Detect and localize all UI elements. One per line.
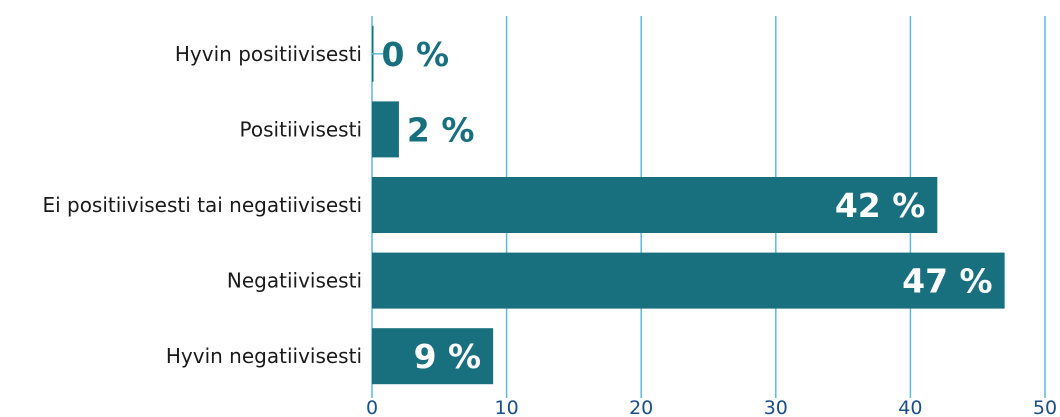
bar (372, 101, 399, 158)
data-labels: 0 % 2 % 42 % 47 % 9 % (382, 35, 993, 376)
data-label: 0 % (382, 35, 450, 74)
bars (372, 25, 1005, 385)
bar (372, 252, 1005, 309)
x-tick-label: 0 (366, 397, 378, 417)
data-label: 9 % (414, 337, 482, 376)
x-tick-label: 40 (898, 397, 922, 417)
category-label: Hyvin positiivisesti (175, 42, 362, 66)
category-labels: Hyvin positiivisesti Positiivisesti Ei pos… (42, 42, 362, 368)
x-tick-label: 10 (495, 397, 519, 417)
x-axis-tick-labels: 0 10 20 30 40 50 (366, 397, 1057, 417)
category-label: Hyvin negatiivisesti (166, 344, 362, 368)
bar (372, 328, 494, 385)
x-tick-label: 20 (629, 397, 653, 417)
data-label: 42 % (835, 186, 925, 225)
category-label: Negatiivisesti (227, 269, 362, 293)
category-label: Positiivisesti (240, 117, 362, 141)
category-label: Ei positiivisesti tai negatiivisesti (42, 193, 362, 217)
x-tick-label: 30 (764, 397, 788, 417)
data-label: 47 % (902, 262, 992, 301)
data-label: 2 % (407, 110, 475, 149)
x-tick-label: 50 (1033, 397, 1057, 417)
bar (372, 177, 938, 233)
